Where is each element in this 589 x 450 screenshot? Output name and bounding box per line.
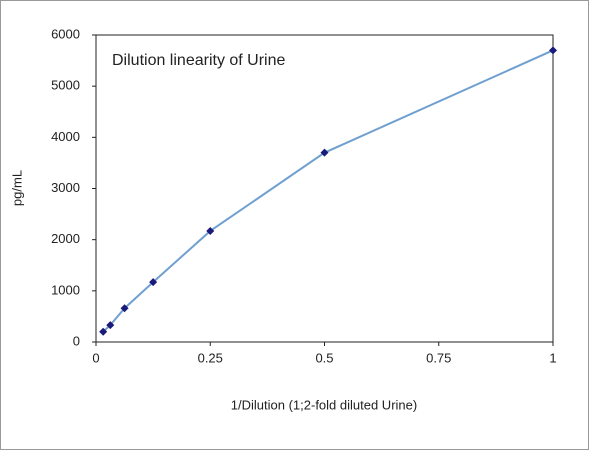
x-tick-label: 0 <box>92 350 99 365</box>
data-point <box>99 327 108 336</box>
data-point <box>206 226 215 235</box>
x-tick-label: 0.25 <box>198 350 223 365</box>
y-axis-label: pg/mL <box>9 170 24 206</box>
data-point <box>106 321 115 330</box>
y-tick-label: 6000 <box>51 26 80 41</box>
data-point <box>320 148 329 157</box>
y-tick-label: 3000 <box>51 180 80 195</box>
x-axis-label: 1/Dilution (1;2-fold diluted Urine) <box>231 397 417 412</box>
y-tick-label: 4000 <box>51 129 80 144</box>
data-point <box>149 278 158 287</box>
y-tick-label: 5000 <box>51 78 80 93</box>
y-tick-label: 0 <box>73 333 80 348</box>
x-tick-label: 0.75 <box>426 350 451 365</box>
chart-title: Dilution linearity of Urine <box>112 52 286 69</box>
data-point <box>549 46 557 55</box>
y-tick-label: 2000 <box>51 231 80 246</box>
x-tick-label: 0.5 <box>315 350 333 365</box>
y-tick-label: 1000 <box>51 282 80 297</box>
x-tick-label: 1 <box>549 350 556 365</box>
data-point <box>120 304 129 313</box>
